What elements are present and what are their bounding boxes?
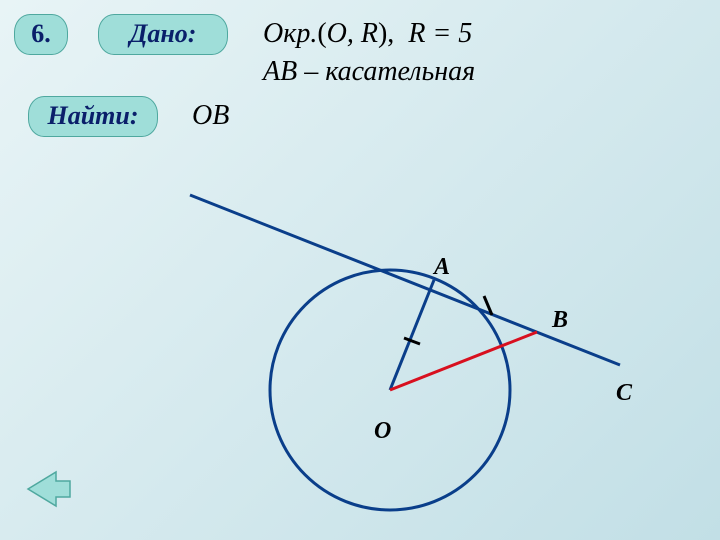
point-label-o: O xyxy=(374,418,391,445)
geometry-diagram xyxy=(0,0,720,540)
point-label-a: A xyxy=(434,254,450,281)
point-label-c: C xyxy=(616,380,632,407)
point-label-b: B xyxy=(552,307,568,334)
nav-back-arrow[interactable] xyxy=(26,470,72,508)
